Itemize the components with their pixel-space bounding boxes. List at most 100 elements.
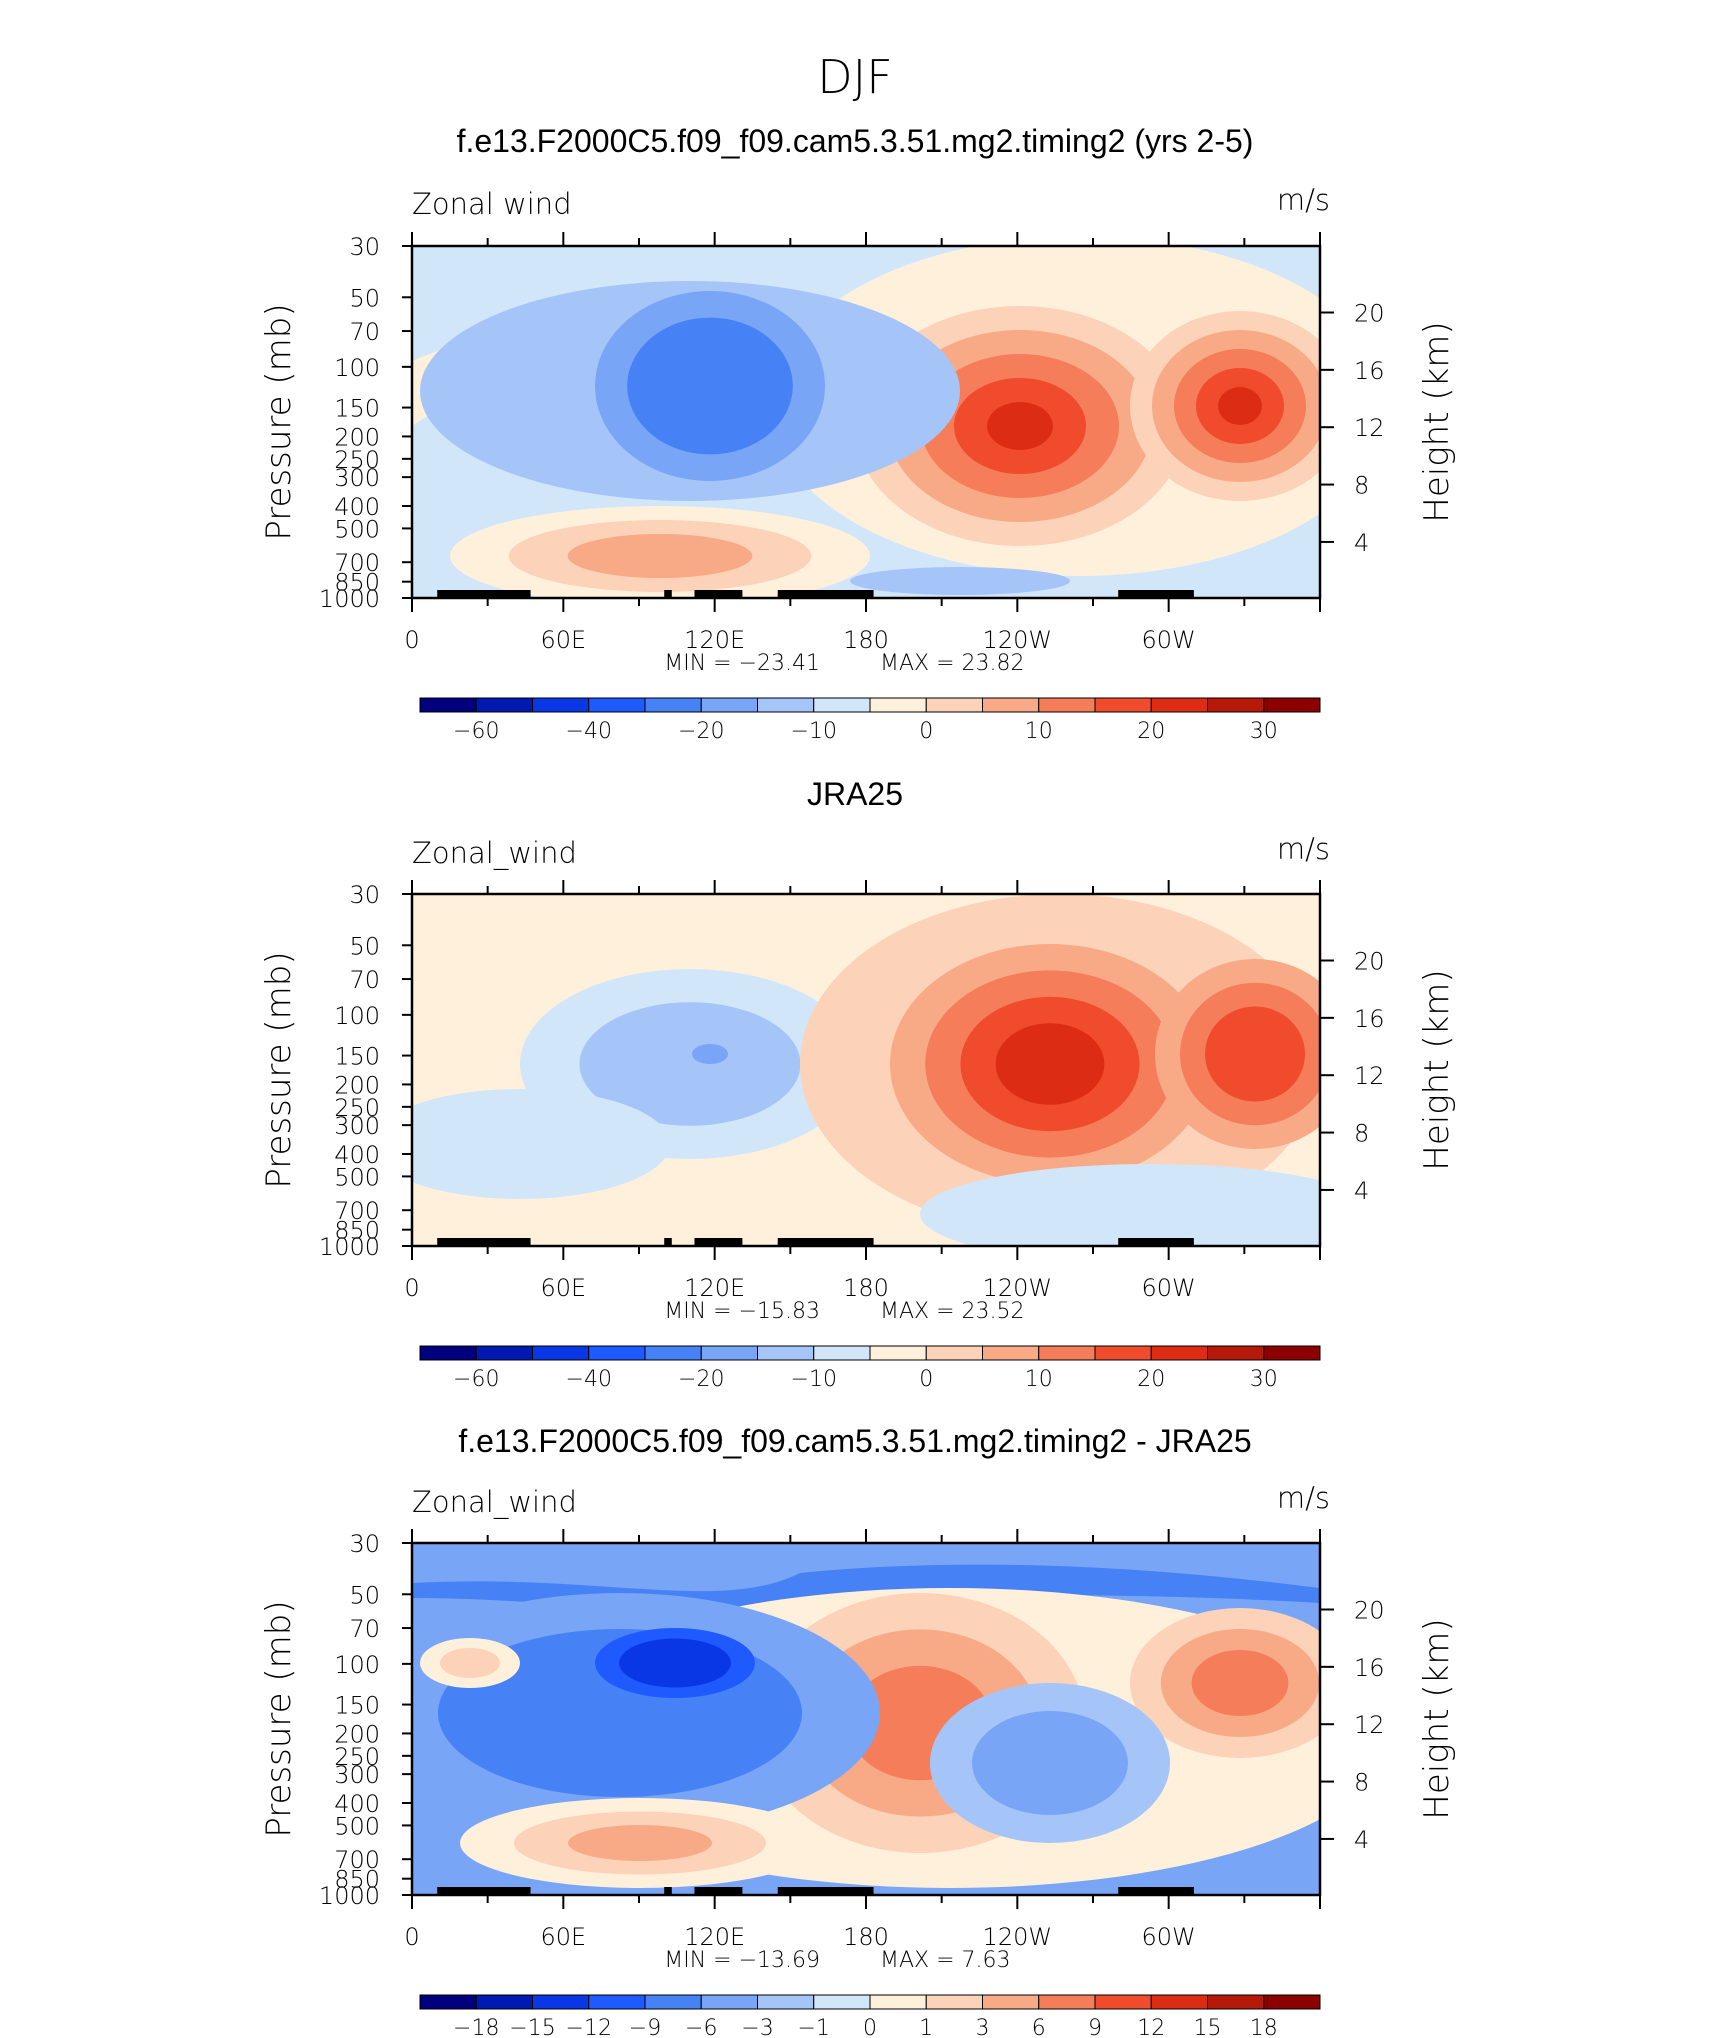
y-tick-label: 300 (334, 1112, 380, 1140)
colorbar-swatch (700, 1994, 758, 2010)
colorbar-swatch (1038, 1994, 1096, 2010)
panel-3: f.e13.F2000C5.f09_f09.cam5.3.51.mg2.timi… (259, 1423, 1457, 2038)
colorbar-swatch (588, 1994, 646, 2010)
colorbar-swatch (1150, 697, 1208, 713)
y-tick-label: 200 (334, 1071, 380, 1099)
y-tick-label: 200 (334, 423, 380, 451)
colorbar-swatch (1038, 1345, 1096, 1361)
jet-core-east-level-3 (995, 1023, 1105, 1105)
colorbar-swatch (475, 1994, 533, 2010)
topography-mask (1118, 1238, 1194, 1246)
colorbar-tick-label: 10 (1025, 719, 1053, 744)
topography-mask (1118, 1887, 1194, 1895)
easterly-region-level-1 (579, 1002, 801, 1126)
colorbar-tick-label: −3 (741, 2016, 773, 2038)
colorbar-swatch (475, 697, 533, 713)
easterly-core-level-1 (627, 317, 793, 455)
height-tick-label: 20 (1354, 1596, 1385, 1624)
colorbar-swatch (1150, 1345, 1208, 1361)
panel-title: JRA25 (807, 776, 903, 812)
colorbar-tick-label: 0 (919, 1367, 933, 1392)
x-tick-label: 180 (843, 1274, 889, 1302)
y-tick-label: 70 (349, 1615, 380, 1643)
y-tick-label: 100 (334, 1651, 380, 1679)
colorbar-swatch (419, 1994, 477, 2010)
colorbar-swatch (532, 1345, 590, 1361)
colorbar-tick-label: −40 (566, 1367, 612, 1392)
y-tick-label: 850 (334, 1217, 380, 1245)
warm-anomaly-west-level-2 (1191, 1650, 1289, 1716)
colorbar-tick-label: 30 (1250, 1367, 1278, 1392)
left-string: Zonal_wind (412, 1485, 577, 1520)
height-tick-label: 8 (1354, 472, 1369, 500)
topography-mask (694, 1887, 743, 1895)
topography-mask (1118, 590, 1194, 598)
colorbar-swatch (1094, 697, 1152, 713)
colorbar-swatch (644, 697, 702, 713)
colorbar-tick-label: 20 (1137, 719, 1165, 744)
colorbar-tick-label: 0 (863, 2016, 877, 2038)
y-tick-label: 50 (349, 932, 380, 960)
y-tick-label: 500 (334, 1163, 380, 1191)
colorbar-tick-label: 9 (1088, 2016, 1102, 2038)
colorbar-swatch (757, 1994, 815, 2010)
colorbar-swatch (419, 697, 477, 713)
colorbar-swatch (869, 697, 927, 713)
y-tick-label: 400 (334, 493, 380, 521)
y-axis-title: Pressure (mb) (259, 303, 299, 540)
y-tick-label: 400 (334, 1790, 380, 1818)
height-tick-label: 16 (1354, 1654, 1385, 1682)
colorbar-tick-label: 3 (976, 2016, 990, 2038)
height-tick-label: 20 (1354, 299, 1385, 327)
colorbar-tick-label: −6 (685, 2016, 717, 2038)
y-axis-title: Pressure (mb) (259, 1600, 299, 1837)
colorbar-swatch (1094, 1994, 1152, 2010)
colorbar-swatch (1207, 697, 1265, 713)
low-level-easterly-level-0 (850, 567, 1070, 595)
colorbar-swatch (925, 1994, 983, 2010)
colorbar-tick-label: −10 (791, 1367, 837, 1392)
colorbar-swatch (1263, 1345, 1321, 1361)
y-tick-label: 100 (334, 1002, 380, 1030)
x-tick-label: 60E (540, 1274, 586, 1302)
colorbar-tick-label: 6 (1032, 2016, 1046, 2038)
colorbar-tick-label: 18 (1250, 2016, 1278, 2038)
colorbar-tick-label: 15 (1194, 2016, 1222, 2038)
units-label: m/s (1277, 1481, 1330, 1515)
y-tick-label: 700 (334, 549, 380, 577)
y-tick-label: 500 (334, 1812, 380, 1840)
y-tick-label: 1000 (319, 1233, 380, 1261)
colorbar-tick-label: −12 (566, 2016, 612, 2038)
y-tick-label: 700 (334, 1197, 380, 1225)
colorbar-swatch (1263, 1994, 1321, 2010)
colorbar-tick-label: −20 (678, 1367, 724, 1392)
y-tick-label: 300 (334, 1761, 380, 1789)
topography-mask (437, 1887, 531, 1895)
colorbar-swatch (982, 697, 1040, 713)
topography-mask (777, 1238, 874, 1246)
colorbar-swatch (419, 1345, 477, 1361)
colorbar-tick-label: −60 (453, 1367, 499, 1392)
min-value: MIN = −23.41 (664, 651, 820, 676)
colorbar-swatch (869, 1345, 927, 1361)
colorbar-tick-label: −18 (453, 2016, 499, 2038)
colorbar-swatch (869, 1994, 927, 2010)
colorbar-tick-label: 20 (1137, 1367, 1165, 1392)
panel-title: f.e13.F2000C5.f09_f09.cam5.3.51.mg2.timi… (457, 123, 1254, 159)
y-tick-label: 30 (349, 1530, 380, 1558)
jet-core-west-level-2 (1205, 1006, 1305, 1102)
x-tick-label: 120E (684, 1923, 745, 1951)
colorbar-swatch (757, 697, 815, 713)
colorbar: −60 −40 −20 −10 0 10 20 30 (419, 697, 1321, 744)
x-tick-label: 60E (540, 1923, 586, 1951)
colorbar-swatch (925, 1345, 983, 1361)
colorbar-tick-label: −40 (566, 719, 612, 744)
x-tick-label: 0 (404, 1274, 419, 1302)
colorbar: −60 −40 −20 −10 0 10 20 30 (419, 1345, 1321, 1392)
x-tick-label: 120E (684, 626, 745, 654)
colorbar-swatch (644, 1345, 702, 1361)
colorbar: −18 −15 −12 −9 −6 −3 −1 0 1 3 6 9 12 15 18 (419, 1994, 1321, 2038)
topography-mask (694, 1238, 743, 1246)
y-tick-label: 150 (334, 1043, 380, 1071)
